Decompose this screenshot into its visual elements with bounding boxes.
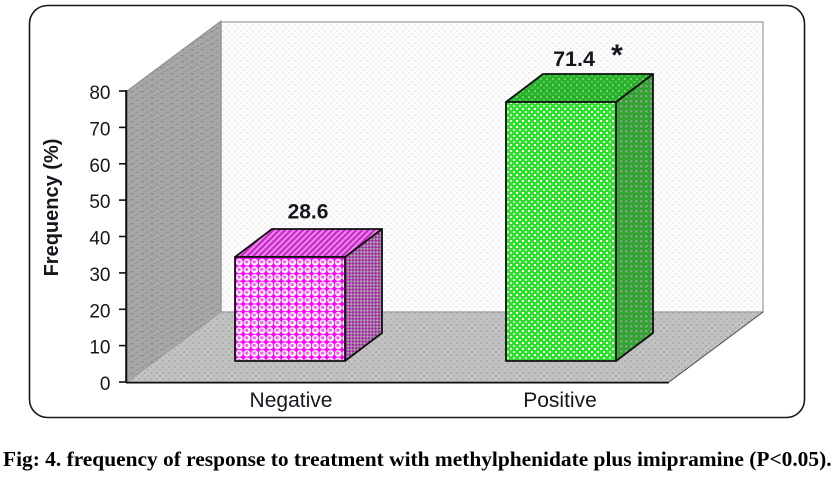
svg-text:50: 50	[89, 192, 110, 213]
svg-text:30: 30	[89, 265, 110, 286]
svg-text:10: 10	[89, 338, 110, 359]
svg-text:0: 0	[100, 374, 111, 395]
svg-text:28.6: 28.6	[288, 201, 329, 224]
svg-text:40: 40	[89, 229, 110, 250]
svg-text:Negative: Negative	[250, 389, 333, 412]
svg-text:Frequency (%): Frequency (%)	[41, 139, 63, 277]
svg-text:71.4: 71.4	[553, 47, 595, 71]
svg-text:Fig: 4. frequency of response: Fig: 4. frequency of response to treatme…	[3, 447, 832, 471]
svg-text:*: *	[611, 39, 623, 72]
svg-text:60: 60	[89, 156, 110, 177]
svg-text:70: 70	[89, 119, 110, 140]
svg-text:Positive: Positive	[523, 389, 597, 412]
svg-text:20: 20	[89, 301, 110, 322]
svg-text:80: 80	[89, 83, 110, 104]
